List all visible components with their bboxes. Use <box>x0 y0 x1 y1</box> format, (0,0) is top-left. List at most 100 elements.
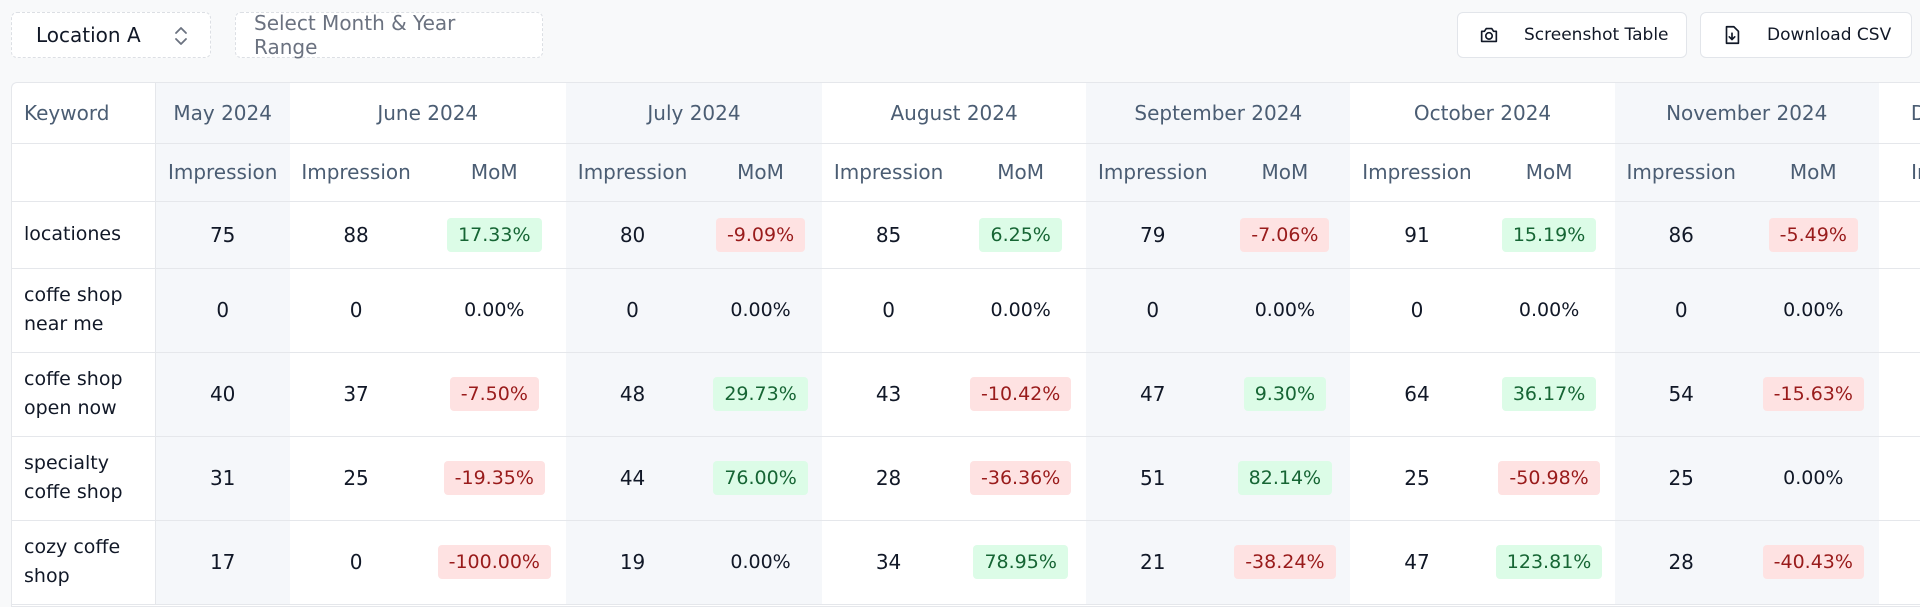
impression-cell: 0 <box>565 268 700 353</box>
table-row: locationes 75 88 17.33% 80 -9.09% 85 6.25% 79 -7.… <box>12 201 1920 269</box>
metric-header-row: Impression Impression MoM Impression MoM… <box>12 143 1920 202</box>
impression-cell: 51 <box>1086 436 1220 521</box>
mom-header: MoM <box>699 143 822 202</box>
mom-badge: -9.09% <box>715 217 806 252</box>
impression-cell: 25 <box>1350 436 1484 521</box>
mom-badge: 0.00% <box>1518 299 1580 321</box>
mom-cell: -19.35% <box>422 436 566 521</box>
impression-cell: 0 <box>1614 268 1748 353</box>
mom-cell: 78.95% <box>955 520 1087 605</box>
month-header: May 2024 <box>155 83 290 144</box>
mom-cell: 0.00% <box>699 268 822 353</box>
impression-cell: 89 <box>1878 201 1920 269</box>
file-download-icon <box>1725 25 1740 45</box>
keyword-cell: specialty coffe shop <box>12 436 156 521</box>
mom-badge: -40.43% <box>1762 545 1864 579</box>
download-csv-label: Download CSV <box>1767 25 1892 45</box>
keyword-cell: cozy coffe shop <box>12 520 156 605</box>
impression-cell: 0 <box>1086 268 1220 353</box>
impression-cell: 64 <box>1350 352 1484 437</box>
impression-cell: 47 <box>1350 520 1484 605</box>
mom-badge: 82.14% <box>1237 461 1333 495</box>
mom-cell: 76.00% <box>699 436 822 521</box>
mom-cell: 6.25% <box>955 201 1087 269</box>
impression-cell: 54 <box>1614 352 1748 437</box>
impression-cell: 48 <box>565 352 700 437</box>
impression-cell: 75 <box>155 201 290 269</box>
mom-header: MoM <box>955 143 1087 202</box>
mom-cell: 82.14% <box>1219 436 1351 521</box>
impression-header: Impression <box>565 143 700 202</box>
month-header: August 2024 <box>822 83 1087 144</box>
mom-cell: -5.49% <box>1747 201 1879 269</box>
mom-cell: 0.00% <box>1747 268 1879 353</box>
mom-badge: -50.98% <box>1498 461 1600 495</box>
mom-cell: -38.24% <box>1219 520 1351 605</box>
impression-cell: 28 <box>822 436 956 521</box>
mom-badge: 78.95% <box>973 545 1068 579</box>
mom-badge: -100.00% <box>437 545 551 579</box>
keyword-cell: coffe shop open now <box>12 352 156 437</box>
table-row: coffe shop near me 0 0 0.00% 0 0.00% 0 0.00% 0 0.… <box>12 268 1920 353</box>
impression-cell: 79 <box>1086 201 1220 269</box>
mom-badge: -19.35% <box>443 461 545 495</box>
keyword-cell: coffe shop near me <box>12 268 156 353</box>
mom-badge: 29.73% <box>713 377 808 411</box>
location-select[interactable]: Location A <box>11 12 211 58</box>
keyword-table-container[interactable]: Keyword May 2024 June 2024 July 2024 Aug… <box>11 82 1920 607</box>
impression-cell: 0 <box>1350 268 1484 353</box>
impression-cell: 0 <box>1878 352 1920 437</box>
impression-cell: 80 <box>565 201 700 269</box>
month-header: November 2024 <box>1614 83 1879 144</box>
camera-icon <box>1480 27 1498 43</box>
impression-cell: 44 <box>565 436 700 521</box>
impression-cell: 75 <box>1878 268 1920 353</box>
toolbar: Location A Select Month & Year Range Scr… <box>0 0 1920 70</box>
impression-cell: 17 <box>155 520 290 605</box>
table-row: specialty coffe shop 31 25 -19.35% 44 76.00% 2… <box>12 436 1920 521</box>
mom-cell: 15.19% <box>1483 201 1615 269</box>
keyword-header: Keyword <box>12 83 156 144</box>
mom-cell: -36.36% <box>955 436 1087 521</box>
impression-header: Impression <box>155 143 290 202</box>
mom-badge: -7.50% <box>449 377 539 411</box>
mom-header: MoM <box>1219 143 1351 202</box>
mom-badge: 15.19% <box>1501 217 1597 252</box>
mom-cell: 0.00% <box>955 268 1087 353</box>
impression-cell: 86 <box>1614 201 1748 269</box>
mom-cell: 36.17% <box>1483 352 1615 437</box>
mom-badge: -5.49% <box>1768 217 1858 252</box>
mom-cell: -50.98% <box>1483 436 1615 521</box>
mom-badge: -36.36% <box>970 461 1072 495</box>
impression-cell: 43 <box>822 352 956 437</box>
mom-badge: 17.33% <box>447 217 542 252</box>
impression-header: Impression <box>1350 143 1484 202</box>
location-select-value: Location A <box>36 23 141 47</box>
screenshot-table-label: Screenshot Table <box>1524 25 1669 45</box>
impression-cell: 25 <box>1614 436 1748 521</box>
month-header: October 2024 <box>1350 83 1615 144</box>
month-header-row: Keyword May 2024 June 2024 July 2024 Aug… <box>12 83 1920 144</box>
mom-badge: -15.63% <box>1762 377 1864 411</box>
mom-header: MoM <box>422 143 566 202</box>
keyword-cell: locationes <box>12 201 156 269</box>
mom-header: MoM <box>1483 143 1615 202</box>
download-csv-button[interactable]: Download CSV <box>1700 12 1912 58</box>
month-year-range-picker[interactable]: Select Month & Year Range <box>235 11 543 59</box>
mom-cell: 9.30% <box>1219 352 1351 437</box>
mom-badge: 76.00% <box>713 461 808 495</box>
month-header: September 2024 <box>1086 83 1351 144</box>
screenshot-table-button[interactable]: Screenshot Table <box>1457 12 1687 58</box>
impression-cell: 91 <box>1350 201 1484 269</box>
impression-cell: 36 <box>1878 436 1920 521</box>
range-placeholder: Select Month & Year Range <box>254 11 456 59</box>
mom-cell: 29.73% <box>699 352 822 437</box>
impression-cell: 85 <box>822 201 956 269</box>
impression-header: Impres <box>1878 143 1920 202</box>
mom-cell: -9.09% <box>699 201 822 269</box>
impression-cell: 40 <box>155 352 290 437</box>
mom-badge: 0.00% <box>1254 299 1316 321</box>
table-row: coffe shop open now 40 37 -7.50% 48 29.73% 43-… <box>12 352 1920 437</box>
mom-badge: 0.00% <box>1783 467 1844 489</box>
impression-cell: 25 <box>289 436 423 521</box>
